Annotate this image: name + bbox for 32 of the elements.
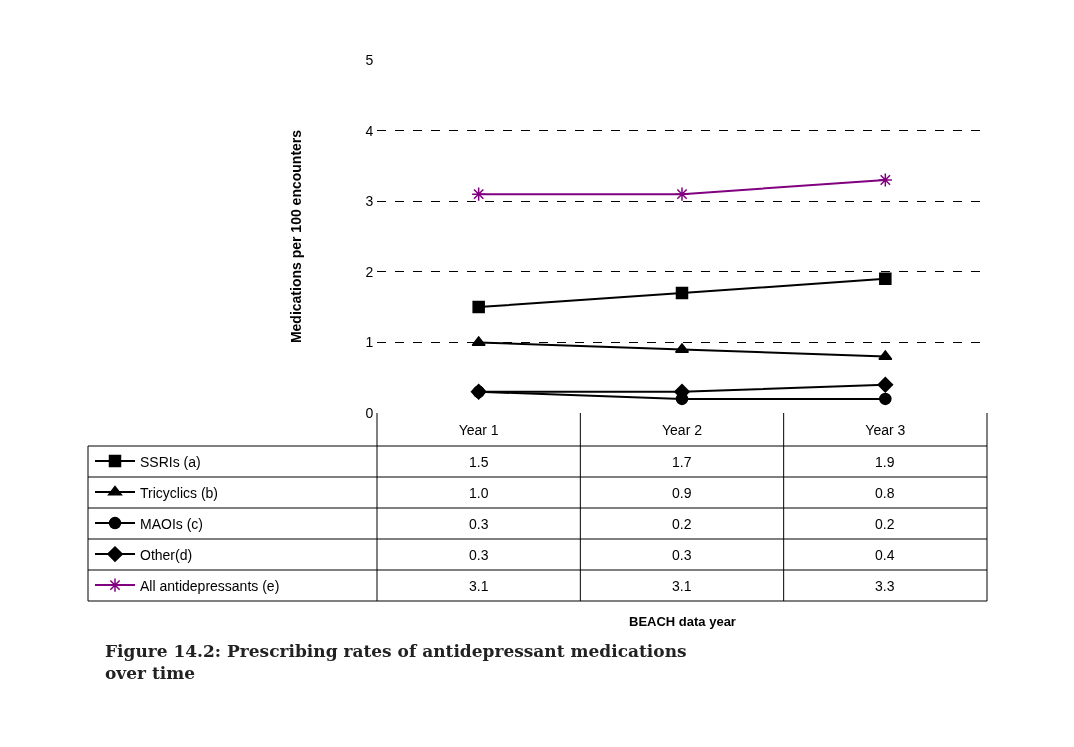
legend-label: Tricyclics (b)	[140, 484, 219, 501]
data-label: 1.9	[875, 454, 895, 470]
x-tick-label: Year 3	[865, 421, 906, 438]
x-tick-label: Year 2	[662, 421, 703, 438]
data-label: 3.1	[672, 578, 692, 594]
data-label: 0.2	[672, 516, 692, 532]
y-tick-label: 0	[365, 404, 374, 421]
legend-label: MAOIs (c)	[140, 515, 203, 532]
legend-label: SSRIs (a)	[140, 453, 201, 470]
data-label: 3.1	[469, 578, 489, 594]
y-axis-title: Medications per 100 encounters	[288, 129, 304, 344]
text: BEACH data year	[629, 614, 736, 629]
data-label: 0.3	[469, 547, 489, 563]
data-label: 1.0	[469, 485, 489, 501]
data-label: 0.4	[875, 547, 895, 563]
legend-label: Other(d)	[140, 546, 193, 563]
data-label: 0.8	[875, 485, 895, 501]
data-label: 0.2	[875, 516, 895, 532]
legend-label: All antidepressants (e)	[140, 577, 280, 594]
y-tick-label: 5	[365, 51, 374, 68]
x-tick-label: Year 1	[458, 421, 499, 438]
data-label: 0.3	[672, 547, 692, 563]
data-label: 1.7	[672, 454, 692, 470]
text: Figure 14.2: Prescribing rates of antidepressant medications over time	[105, 641, 687, 684]
y-tick-label: 1	[365, 334, 374, 351]
data-label: 0.3	[469, 516, 489, 532]
y-tick-label: 3	[365, 193, 374, 210]
y-tick-label: 4	[365, 122, 374, 139]
data-label: 1.5	[469, 454, 489, 470]
data-label: 0.9	[672, 485, 692, 501]
data-label: 3.3	[875, 578, 895, 594]
y-tick-label: 2	[365, 263, 374, 280]
